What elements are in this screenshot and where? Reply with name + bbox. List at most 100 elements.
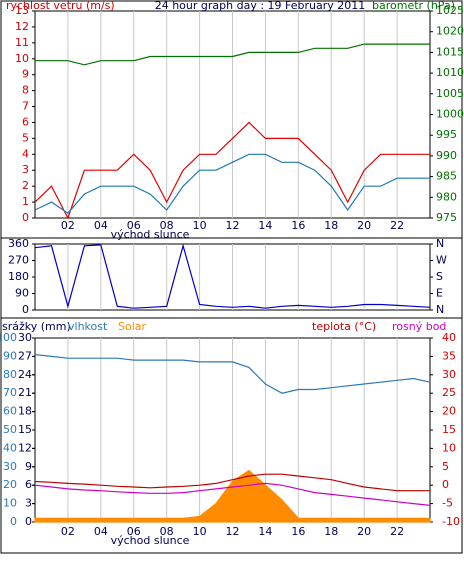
y2-tick-label: 6 [25, 478, 32, 491]
y-tick-label: 2 [22, 179, 29, 192]
y-tick-label: 4 [22, 147, 29, 160]
y-tick-label: 60 [3, 405, 17, 418]
y-tick-label: 1 [22, 195, 29, 208]
y2-tick-label: E [436, 287, 443, 300]
y2-tick-label: 975 [436, 211, 457, 224]
series-line [35, 43, 430, 66]
x-tick-label: 10 [193, 525, 207, 538]
y2-axis-label: barometr (hPa) [372, 0, 455, 12]
x-tick-label: 10 [193, 219, 207, 232]
sunrise-label: východ slunce [111, 534, 190, 547]
series-line [34, 473, 430, 492]
y3-tick-label: 20 [442, 405, 456, 418]
y3-tick-label: 35 [442, 349, 456, 362]
y3-tick-label: -5 [442, 497, 453, 510]
y-tick-label: 90 [15, 287, 29, 300]
y2-tick-label: 0 [25, 515, 32, 528]
y3-tick-label: 40 [442, 331, 456, 344]
x-tick-label: 06 [127, 525, 141, 538]
y-tick-label: 0 [22, 303, 29, 316]
y2-tick-label: 12 [18, 441, 32, 454]
y3-tick-label: 10 [442, 441, 456, 454]
y-tick-label: 90 [3, 349, 17, 362]
y-tick-label: 13 [15, 4, 29, 17]
legend-entry: teplota (°C) [312, 320, 376, 333]
y-tick-label: 12 [15, 20, 29, 33]
y-tick-label: 0 [10, 515, 17, 528]
y2-tick-label: 1010 [436, 66, 464, 79]
y2-tick-label: 30 [18, 331, 32, 344]
chart-title: 24 hour graph day : 19 February 2011 [155, 0, 366, 12]
y3-tick-label: 5 [442, 460, 449, 473]
y2-tick-label: 1020 [436, 25, 464, 38]
x-tick-label: 14 [258, 525, 272, 538]
y2-tick-label: N [436, 303, 444, 316]
y-tick-label: 8 [22, 84, 29, 97]
x-tick-label: 22 [390, 219, 404, 232]
y-tick-label: 7 [22, 100, 29, 113]
y2-tick-label: 24 [18, 368, 32, 381]
y2-axis-label: srážky (mm) [2, 320, 71, 333]
y2-tick-label: 27 [18, 349, 32, 362]
y2-tick-label: 3 [25, 497, 32, 510]
y3-tick-label: 15 [442, 423, 456, 436]
sunrise-label: východ slunce [111, 228, 190, 241]
x-tick-label: 18 [324, 219, 338, 232]
series-line [34, 354, 431, 394]
y2-tick-label: 15 [18, 423, 32, 436]
y2-tick-label: 18 [18, 405, 32, 418]
y2-tick-label: 21 [18, 386, 32, 399]
x-tick-label: 08 [160, 525, 174, 538]
x-tick-label: 14 [258, 219, 272, 232]
x-tick-label: 18 [324, 525, 338, 538]
y-tick-label: 0 [22, 211, 29, 224]
y3-tick-label: 0 [442, 478, 449, 491]
y-tick-label: 50 [3, 423, 17, 436]
y-tick-label: 9 [22, 68, 29, 81]
y-tick-label: 5 [22, 131, 29, 144]
x-tick-label: 02 [61, 525, 75, 538]
y2-tick-label: N [436, 237, 444, 250]
y3-tick-label: 30 [442, 368, 456, 381]
x-tick-label: 20 [357, 219, 371, 232]
x-tick-label: 02 [61, 219, 75, 232]
series-line [34, 482, 431, 506]
y2-tick-label: 1000 [436, 108, 464, 121]
y2-tick-label: S [436, 270, 443, 283]
y-tick-label: 10 [15, 52, 29, 65]
y2-tick-label: 1025 [436, 4, 464, 17]
x-tick-label: 22 [390, 525, 404, 538]
y2-tick-label: 995 [436, 128, 457, 141]
y-tick-label: 20 [3, 478, 17, 491]
y-tick-label: 6 [22, 115, 29, 128]
y-tick-label: 270 [8, 254, 29, 267]
y-tick-label: 40 [3, 441, 17, 454]
series-line [34, 243, 431, 309]
y2-tick-label: W [436, 254, 447, 267]
series-line [34, 121, 430, 220]
y-tick-label: 11 [15, 36, 29, 49]
y-tick-label: 10 [3, 497, 17, 510]
area [34, 469, 431, 523]
y-tick-label: 180 [8, 270, 29, 283]
x-tick-label: 12 [226, 219, 240, 232]
x-tick-label: 04 [94, 219, 108, 232]
x-tick-label: 16 [291, 219, 305, 232]
series-line [34, 153, 430, 214]
y-tick-label: 30 [3, 460, 17, 473]
y3-tick-label: -10 [442, 515, 460, 528]
y2-tick-label: 1015 [436, 45, 464, 58]
legend-entry: Solar [118, 320, 147, 333]
y-tick-label: 100 [0, 331, 17, 344]
x-tick-label: 16 [291, 525, 305, 538]
x-tick-label: 12 [226, 525, 240, 538]
x-tick-label: 06 [127, 219, 141, 232]
y-tick-label: 3 [22, 163, 29, 176]
y2-tick-label: 990 [436, 149, 457, 162]
y2-tick-label: 980 [436, 190, 457, 203]
y-tick-label: 70 [3, 386, 17, 399]
y3-tick-label: 25 [442, 386, 456, 399]
x-tick-label: 20 [357, 525, 371, 538]
legend-entry: rosný bod [392, 320, 446, 333]
